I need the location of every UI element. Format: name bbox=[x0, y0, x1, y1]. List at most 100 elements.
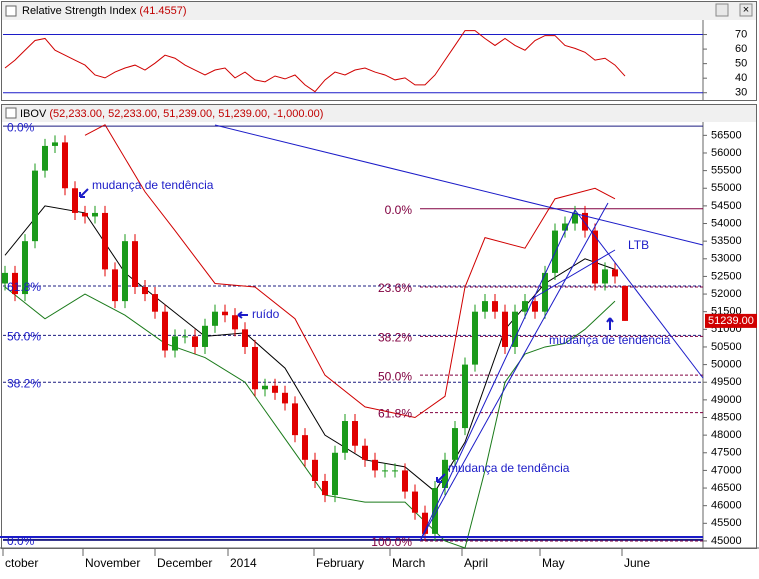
candle-body bbox=[252, 346, 258, 390]
y-tick-label: 53000 bbox=[711, 253, 742, 265]
trend-lines bbox=[0, 124, 704, 542]
y-tick-label: 49500 bbox=[711, 376, 742, 388]
fib-label: 61.8% bbox=[378, 407, 412, 421]
header-paren: ( bbox=[46, 108, 53, 120]
header-value: 51,239.00 bbox=[218, 108, 267, 120]
candle-body bbox=[12, 272, 18, 295]
fib-label: 38.2% bbox=[7, 376, 41, 390]
candle-body bbox=[542, 272, 548, 312]
arrow bbox=[79, 188, 89, 198]
x-tick-label: May bbox=[542, 556, 565, 570]
fib-label: 0.0% bbox=[7, 534, 35, 548]
candle-body bbox=[82, 212, 88, 217]
y-tick-label: 45000 bbox=[711, 535, 742, 547]
y-tick-label: 45500 bbox=[711, 517, 742, 529]
candle-body bbox=[312, 459, 318, 481]
y-tick-label: 48000 bbox=[711, 429, 742, 441]
fib-label: 61.8% bbox=[7, 280, 41, 294]
price-plot bbox=[2, 124, 703, 549]
candle-body bbox=[382, 470, 388, 472]
candle-body bbox=[492, 301, 498, 312]
candle-body bbox=[502, 311, 508, 347]
candle-body bbox=[392, 470, 398, 472]
annotation: LTB bbox=[628, 238, 649, 252]
fib-label: 50.0% bbox=[7, 329, 41, 343]
candle-body bbox=[352, 421, 358, 446]
candle-body bbox=[112, 269, 118, 302]
fib-label: 0.0% bbox=[7, 120, 35, 134]
candle-body bbox=[482, 301, 488, 312]
fib-label: 100.0% bbox=[371, 535, 412, 549]
candle-body bbox=[582, 212, 588, 231]
candle-body bbox=[92, 212, 98, 217]
y-tick-label: 48500 bbox=[711, 411, 742, 423]
rsi-title-bar bbox=[2, 2, 756, 20]
candle-body bbox=[42, 145, 48, 171]
candle-body bbox=[512, 311, 518, 347]
annotation: mudança de tendência bbox=[549, 333, 671, 347]
arrows bbox=[79, 188, 614, 483]
arrow bbox=[436, 473, 446, 483]
last-price-tag bbox=[705, 313, 757, 328]
candle-body bbox=[592, 230, 598, 284]
y-tick-label: 49000 bbox=[711, 394, 742, 406]
candle-body bbox=[522, 301, 528, 312]
arrow bbox=[237, 311, 248, 319]
candle-body bbox=[332, 452, 338, 496]
last-price-label: 51239.00 bbox=[708, 315, 754, 327]
price-title-bar bbox=[2, 105, 756, 122]
y-tick-label: 46000 bbox=[711, 500, 742, 512]
trend-line bbox=[419, 209, 576, 542]
header-paren: ) bbox=[320, 108, 324, 120]
annotation: mudança de tendência bbox=[92, 178, 214, 192]
y-tick-label: 56000 bbox=[711, 147, 742, 159]
candle-body bbox=[572, 212, 578, 224]
moving-average bbox=[4, 205, 616, 493]
candle-body bbox=[602, 269, 608, 284]
y-tick-label: 30 bbox=[735, 87, 747, 99]
x-tick-label: February bbox=[316, 556, 364, 570]
candle-body bbox=[292, 403, 298, 436]
candle-body bbox=[182, 336, 188, 338]
candle-body bbox=[212, 311, 218, 326]
candle-body bbox=[202, 325, 208, 347]
x-tick-label: April bbox=[464, 556, 488, 570]
y-tick-label: 52500 bbox=[711, 270, 742, 282]
candle-body bbox=[282, 392, 288, 404]
candle-body bbox=[442, 459, 448, 489]
y-tick-label: 47000 bbox=[711, 464, 742, 476]
window-button[interactable] bbox=[715, 3, 729, 17]
price-title-text: IBOV bbox=[20, 108, 47, 120]
candle-body bbox=[172, 336, 178, 351]
y-tick-label: 52000 bbox=[711, 288, 742, 300]
header-value: 51,239.00 bbox=[163, 108, 212, 120]
candle-body bbox=[72, 188, 78, 213]
candle-body bbox=[622, 285, 628, 321]
x-tick-label: March bbox=[392, 556, 425, 570]
candle-body bbox=[472, 311, 478, 365]
header-value: 52,233.00 bbox=[53, 108, 102, 120]
close-button[interactable] bbox=[739, 3, 753, 17]
header-value: 52,233.00 bbox=[108, 108, 157, 120]
annotation: ruído bbox=[252, 307, 280, 321]
y-tick-label: 40 bbox=[735, 72, 747, 84]
band-line bbox=[4, 286, 616, 549]
y-tick-label: 60 bbox=[735, 43, 747, 55]
header-value: -1,000.00 bbox=[273, 108, 319, 120]
rsi-title-text: Relative Strength Index bbox=[22, 5, 137, 17]
close-icon[interactable]: × bbox=[743, 4, 749, 16]
price-title: IBOV (52,233.00, 52,233.00, 51,239.00, 5… bbox=[20, 108, 323, 120]
candle-body bbox=[362, 445, 368, 460]
header-sep: , bbox=[212, 108, 218, 120]
y-tick-label: 50 bbox=[735, 58, 747, 70]
y-tick-label: 53500 bbox=[711, 235, 742, 247]
fib-label: 38.2% bbox=[378, 331, 412, 345]
trend-line bbox=[574, 209, 704, 379]
y-tick-label: 55000 bbox=[711, 182, 742, 194]
trend-line bbox=[419, 202, 609, 542]
candle-body bbox=[142, 287, 148, 295]
band-line bbox=[84, 124, 616, 419]
fib-label: 50.0% bbox=[378, 369, 412, 383]
trend-line bbox=[214, 124, 704, 246]
